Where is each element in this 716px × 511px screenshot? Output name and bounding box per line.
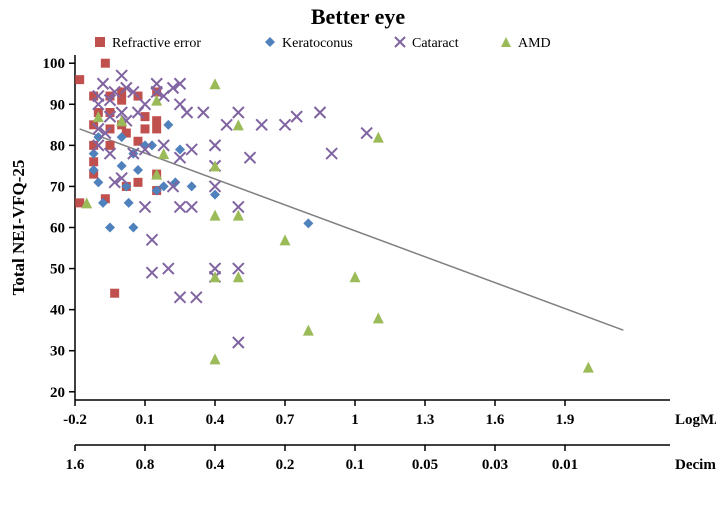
legend-marker-1 xyxy=(265,37,275,47)
x-tick-label-decimal: 0.03 xyxy=(482,457,508,473)
point-refractive xyxy=(152,116,161,125)
point-cataract xyxy=(140,201,151,212)
point-refractive xyxy=(110,289,119,298)
point-refractive xyxy=(141,124,150,133)
point-cataract xyxy=(361,128,372,139)
point-cataract xyxy=(233,337,244,348)
y-tick-label: 90 xyxy=(50,97,65,113)
point-amd xyxy=(233,119,244,130)
x-tick-label-decimal: 0.05 xyxy=(412,457,438,473)
y-tick-label: 30 xyxy=(50,344,65,360)
point-keratoconus xyxy=(163,120,173,130)
legend-label-0: Refractive error xyxy=(112,36,201,51)
point-refractive xyxy=(106,141,115,150)
point-cataract xyxy=(210,140,221,151)
point-refractive xyxy=(75,75,84,84)
x-tick-label-logmar: 0.7 xyxy=(276,412,295,428)
point-cataract xyxy=(163,263,174,274)
point-amd xyxy=(210,210,221,221)
point-cataract xyxy=(256,119,267,130)
point-cataract xyxy=(233,107,244,118)
point-amd xyxy=(583,362,594,373)
legend-label-3: AMD xyxy=(518,36,551,51)
y-tick-label: 50 xyxy=(50,262,65,278)
point-cataract xyxy=(280,119,291,130)
point-keratoconus xyxy=(105,223,115,233)
point-keratoconus xyxy=(187,181,197,191)
point-cataract xyxy=(326,148,337,159)
point-amd xyxy=(303,325,314,336)
point-keratoconus xyxy=(117,161,127,171)
point-amd xyxy=(373,312,384,323)
x-axis-label-decimal: Decimal unit xyxy=(675,457,716,473)
x-tick-label-logmar: 1.9 xyxy=(556,412,575,428)
point-cataract xyxy=(140,99,151,110)
point-keratoconus xyxy=(93,177,103,187)
chart-svg: Better eye Refractive error Keratoconus Cat… xyxy=(0,0,716,511)
legend-marker-0 xyxy=(95,37,105,47)
y-tick-label: 40 xyxy=(50,303,65,319)
chart-title: Better eye xyxy=(311,4,405,29)
point-cataract xyxy=(98,78,109,89)
point-keratoconus xyxy=(124,198,134,208)
point-cataract xyxy=(315,107,326,118)
point-refractive xyxy=(101,59,110,68)
legend-label-1: Keratoconus xyxy=(282,36,353,51)
y-tick-label: 80 xyxy=(50,138,65,154)
point-cataract xyxy=(186,144,197,155)
point-refractive xyxy=(152,124,161,133)
point-amd xyxy=(280,234,291,245)
point-cataract xyxy=(245,152,256,163)
point-cataract xyxy=(175,292,186,303)
x-tick-label-decimal: 0.1 xyxy=(346,457,365,473)
point-amd xyxy=(373,132,384,143)
x-tick-label-decimal: 0.4 xyxy=(206,457,225,473)
x-tick-label-logmar: 1 xyxy=(351,412,359,428)
trend-line xyxy=(80,129,624,330)
y-tick-label: 60 xyxy=(50,221,65,237)
point-amd xyxy=(210,353,221,364)
x-tick-label-decimal: 0.01 xyxy=(552,457,578,473)
x-tick-label-decimal: 0.2 xyxy=(276,457,295,473)
legend-marker-2 xyxy=(395,37,405,47)
point-cataract xyxy=(291,111,302,122)
point-cataract xyxy=(147,234,158,245)
point-cataract xyxy=(147,267,158,278)
point-cataract xyxy=(116,70,127,81)
point-keratoconus xyxy=(133,165,143,175)
point-amd xyxy=(350,271,361,282)
point-cataract xyxy=(191,292,202,303)
point-amd xyxy=(210,78,221,89)
x-tick-label-decimal: 1.6 xyxy=(66,457,85,473)
point-cataract xyxy=(198,107,209,118)
y-tick-label: 20 xyxy=(50,385,65,401)
x-tick-label-decimal: 0.8 xyxy=(136,457,155,473)
y-tick-label: 70 xyxy=(50,179,65,195)
point-cataract xyxy=(175,201,186,212)
point-refractive xyxy=(134,178,143,187)
point-keratoconus xyxy=(303,218,313,228)
point-refractive xyxy=(89,157,98,166)
y-axis-label: Total NEI-VFQ-25 xyxy=(9,160,28,296)
point-cataract xyxy=(221,119,232,130)
x-tick-label-logmar: 1.3 xyxy=(416,412,435,428)
point-cataract xyxy=(186,201,197,212)
x-tick-label-logmar: 0.4 xyxy=(206,412,225,428)
point-keratoconus xyxy=(128,223,138,233)
x-tick-label-logmar: 0.1 xyxy=(136,412,155,428)
x-tick-label-logmar: -0.2 xyxy=(63,412,87,428)
legend-label-2: Cataract xyxy=(412,36,459,51)
y-tick-label: 100 xyxy=(43,56,66,72)
legend-marker-3 xyxy=(501,37,511,47)
x-axis-label-logmar: LogMAR xyxy=(675,412,716,428)
point-cataract xyxy=(182,107,193,118)
x-tick-label-logmar: 1.6 xyxy=(486,412,505,428)
point-refractive xyxy=(89,141,98,150)
